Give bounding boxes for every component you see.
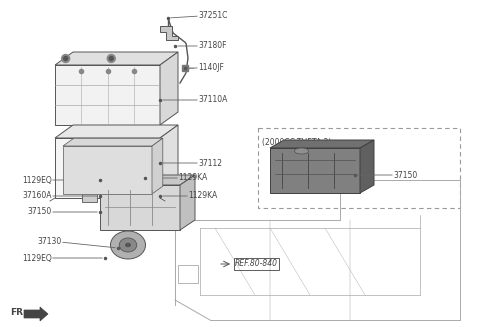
Text: 37150: 37150: [393, 170, 417, 180]
Text: 37160A: 37160A: [23, 192, 52, 200]
Bar: [258, 128, 460, 208]
Text: 1129KA: 1129KA: [188, 192, 217, 200]
Ellipse shape: [110, 231, 145, 259]
Polygon shape: [24, 307, 48, 321]
Text: 37251C: 37251C: [198, 11, 228, 21]
Text: 1129KA: 1129KA: [178, 174, 207, 182]
Circle shape: [61, 55, 70, 62]
Polygon shape: [160, 125, 178, 198]
Polygon shape: [360, 140, 374, 193]
Ellipse shape: [119, 238, 137, 252]
Ellipse shape: [295, 148, 309, 154]
Text: 37180F: 37180F: [198, 42, 227, 50]
Polygon shape: [270, 148, 360, 193]
Polygon shape: [152, 138, 163, 194]
Polygon shape: [82, 190, 97, 202]
Text: FR.: FR.: [10, 308, 26, 317]
Text: 37130: 37130: [38, 237, 62, 247]
Text: 37112: 37112: [198, 159, 222, 167]
Polygon shape: [160, 52, 178, 125]
Polygon shape: [55, 125, 178, 138]
Polygon shape: [100, 175, 195, 185]
Polygon shape: [100, 185, 180, 230]
Circle shape: [107, 55, 115, 62]
Circle shape: [109, 57, 113, 60]
Text: REF.80-840: REF.80-840: [235, 260, 278, 268]
Polygon shape: [55, 65, 160, 125]
Text: 1129EQ: 1129EQ: [22, 253, 52, 263]
Polygon shape: [63, 138, 163, 146]
Text: (2000CC-THETA 2): (2000CC-THETA 2): [262, 138, 331, 147]
Text: 37150: 37150: [28, 208, 52, 216]
Ellipse shape: [125, 243, 131, 247]
Polygon shape: [55, 138, 160, 198]
Text: 1129EQ: 1129EQ: [22, 176, 52, 184]
Bar: [178, 265, 198, 283]
Polygon shape: [270, 140, 374, 148]
Polygon shape: [160, 26, 178, 40]
Polygon shape: [180, 175, 195, 230]
Polygon shape: [63, 146, 152, 194]
Circle shape: [64, 57, 68, 60]
Text: 37110A: 37110A: [198, 95, 228, 105]
Text: 1140JF: 1140JF: [198, 63, 224, 73]
Polygon shape: [55, 52, 178, 65]
